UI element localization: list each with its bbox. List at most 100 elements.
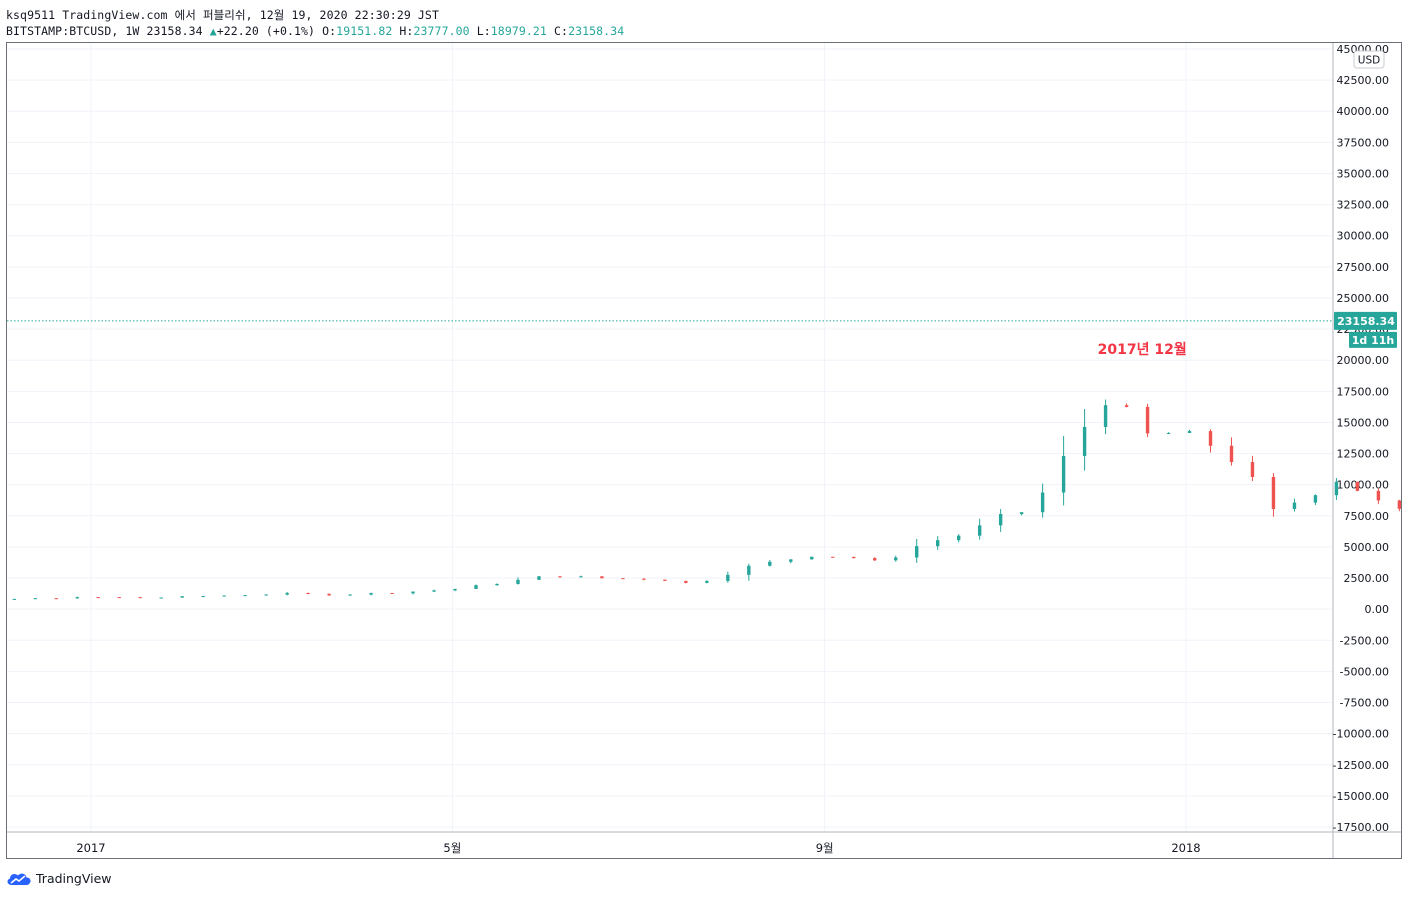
candle-body (537, 576, 541, 580)
candle-body (915, 546, 919, 558)
open-label: O: (322, 24, 337, 38)
last-price-tag (1334, 311, 1397, 330)
low-label: L: (476, 24, 491, 38)
candle-body (831, 556, 835, 558)
candle-body (977, 525, 982, 536)
symbol-label: BITSTAMP:BTCUSD, 1W 23158.34 (6, 24, 203, 38)
candle-body (33, 598, 38, 600)
candle-body (642, 578, 646, 580)
y-tick-label: -7500.00 (1340, 697, 1389, 710)
candle-body (1019, 512, 1024, 515)
candle-body (1250, 462, 1255, 477)
y-tick-label: 25000.00 (1337, 292, 1390, 305)
up-triangle-icon: ▲ (209, 24, 217, 38)
y-tick-label: 35000.00 (1337, 167, 1390, 180)
candle-body (1124, 405, 1129, 407)
candle-body (1103, 405, 1108, 427)
publish-line: ksq9511 TradingView.com 에서 퍼블리쉬, 12월 19,… (6, 8, 439, 22)
candle-body (558, 576, 562, 578)
y-tick-label: 37500.00 (1337, 136, 1390, 149)
cloud-logo-icon (7, 873, 31, 885)
candle-body (243, 595, 247, 597)
y-tick-label: 17500.00 (1337, 385, 1390, 398)
ohlc-line: BITSTAMP:BTCUSD, 1W 23158.34 ▲+22.20 (+0… (6, 24, 624, 38)
candle-body (726, 574, 730, 581)
y-tick-label: 32500.00 (1337, 199, 1390, 212)
candle-body (180, 596, 184, 598)
y-tick-label: 12500.00 (1337, 448, 1390, 461)
candle-body (1334, 481, 1339, 496)
candle-body (705, 580, 709, 583)
candle-body (306, 592, 310, 594)
y-tick-label: 20000.00 (1337, 354, 1390, 367)
candle-body (411, 591, 415, 594)
candle-body (1145, 406, 1150, 434)
x-tick-label: 9월 (816, 841, 834, 855)
candle-body (369, 593, 373, 595)
y-tick-label: 15000.00 (1337, 416, 1390, 429)
currency-label: USD (1358, 55, 1380, 67)
candle-body (1187, 431, 1192, 433)
candle-body (222, 595, 226, 597)
candle-body (873, 558, 877, 561)
high-label: H: (399, 24, 414, 38)
candle-body (54, 598, 58, 600)
candle-body (1292, 502, 1297, 509)
price-chart[interactable]: 45000.0042500.0040000.0037500.0035000.00… (7, 43, 1401, 858)
brand-text: TradingView (36, 871, 112, 886)
candle-body (1229, 445, 1234, 463)
candle-body (935, 540, 940, 547)
candle-body (789, 559, 793, 562)
y-tick-label: 10000.00 (1337, 479, 1390, 492)
close-value: 23158.34 (568, 24, 625, 38)
candle-body (117, 597, 121, 599)
change-value: +22.20 (+0.1%) (216, 24, 316, 38)
tradingview-brand[interactable]: TradingView (6, 871, 112, 886)
candle-body (600, 576, 604, 579)
y-tick-label: -5000.00 (1340, 665, 1389, 678)
candle-body (1040, 492, 1045, 513)
y-tick-label: -12500.00 (1333, 759, 1389, 772)
candle-body (1376, 490, 1381, 501)
candle-body (390, 593, 394, 595)
candle-body (684, 580, 688, 583)
candle-body (453, 588, 457, 591)
high-value: 23777.00 (413, 24, 470, 38)
countdown-tag (1349, 331, 1397, 348)
y-tick-label: -15000.00 (1333, 790, 1389, 803)
x-tick-label: 2017 (76, 841, 105, 855)
candle-body (96, 597, 100, 599)
candle-body (432, 590, 436, 592)
candle-body (138, 597, 142, 599)
candle-body (768, 561, 772, 566)
chart-frame[interactable]: 45000.00 42500.00 40000.00 37500.00 35000.00… (6, 42, 1402, 859)
open-value: 19151.82 (336, 24, 393, 38)
y-tick-label: 2500.00 (1344, 572, 1390, 585)
y-tick-label: 5000.00 (1344, 541, 1390, 554)
candle-body (956, 535, 961, 541)
candle-body (663, 579, 667, 581)
candle-body (1061, 455, 1066, 493)
candle-body (495, 583, 499, 586)
candle-body (1397, 500, 1401, 509)
candle-body (12, 598, 17, 600)
currency-badge (1353, 50, 1385, 69)
peak-annotation: 2017년 12월 (1098, 341, 1187, 358)
candle-body (75, 597, 79, 599)
candle-body (894, 557, 898, 561)
last-price-label: 23158.34 (1337, 315, 1395, 328)
candle-body (810, 556, 814, 560)
candle-body (621, 578, 625, 580)
y-tick-label: 40000.00 (1337, 105, 1390, 118)
candle-body (201, 596, 205, 598)
candle-body (1208, 431, 1213, 446)
candle-body (327, 593, 331, 596)
candle-body (159, 597, 163, 599)
candle-body (998, 514, 1003, 526)
candle-body (474, 585, 478, 589)
y-tick-label: 27500.00 (1337, 261, 1390, 274)
candle-body (264, 594, 268, 596)
y-tick-label: -2500.00 (1340, 634, 1389, 647)
close-label: C: (554, 24, 569, 38)
y-tick-label: 42500.00 (1337, 74, 1390, 87)
